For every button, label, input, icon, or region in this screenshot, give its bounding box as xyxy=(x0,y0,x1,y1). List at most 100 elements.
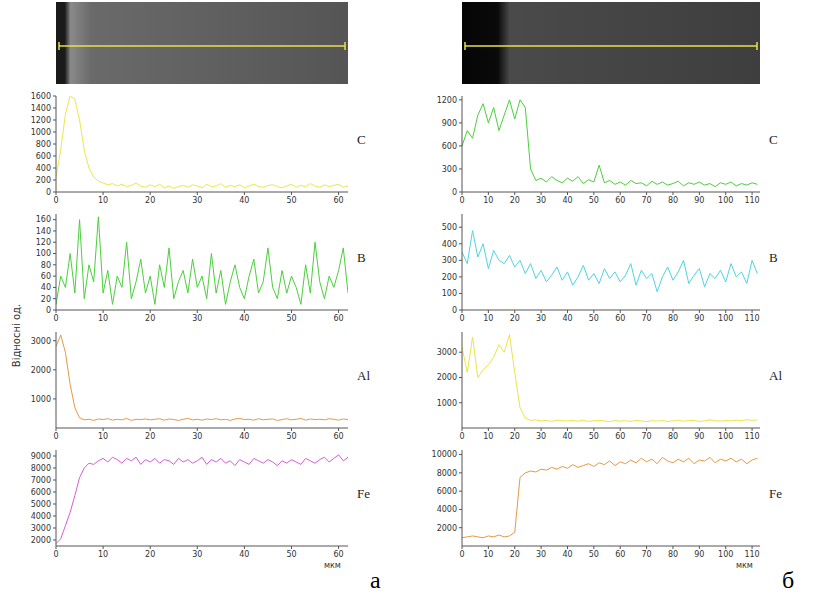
svg-text:0: 0 xyxy=(53,314,58,323)
svg-text:1000: 1000 xyxy=(437,399,457,408)
svg-text:50: 50 xyxy=(589,314,599,323)
svg-text:20: 20 xyxy=(510,196,520,205)
svg-text:10: 10 xyxy=(483,314,493,323)
svg-text:60: 60 xyxy=(333,550,343,559)
svg-text:500: 500 xyxy=(442,223,457,232)
svg-text:70: 70 xyxy=(642,314,652,323)
svg-text:8000: 8000 xyxy=(437,469,457,478)
svg-text:1200: 1200 xyxy=(31,116,51,125)
svg-text:50: 50 xyxy=(589,550,599,559)
svg-text:110: 110 xyxy=(744,196,759,205)
svg-text:80: 80 xyxy=(668,196,678,205)
svg-text:0: 0 xyxy=(459,550,464,559)
svg-text:4000: 4000 xyxy=(437,505,457,514)
svg-text:2000: 2000 xyxy=(437,373,457,382)
svg-text:20: 20 xyxy=(510,550,520,559)
svg-text:50: 50 xyxy=(286,550,296,559)
svg-text:20: 20 xyxy=(510,432,520,441)
svg-text:60: 60 xyxy=(333,196,343,205)
svg-text:1600: 1600 xyxy=(31,92,51,101)
svg-text:70: 70 xyxy=(642,550,652,559)
svg-text:100: 100 xyxy=(718,196,733,205)
svg-text:8000: 8000 xyxy=(31,464,51,473)
svg-text:60: 60 xyxy=(615,550,625,559)
svg-text:100: 100 xyxy=(718,550,733,559)
svg-text:3000: 3000 xyxy=(31,524,51,533)
svg-text:20: 20 xyxy=(41,295,51,304)
svg-text:10000: 10000 xyxy=(432,450,457,459)
svg-text:40: 40 xyxy=(41,283,51,292)
svg-text:100: 100 xyxy=(718,432,733,441)
svg-text:10: 10 xyxy=(98,432,108,441)
svg-text:100: 100 xyxy=(36,249,51,258)
svg-text:70: 70 xyxy=(642,432,652,441)
svg-text:60: 60 xyxy=(41,272,51,281)
svg-text:40: 40 xyxy=(239,196,249,205)
svg-text:40: 40 xyxy=(239,550,249,559)
svg-text:110: 110 xyxy=(744,314,759,323)
svg-text:90: 90 xyxy=(694,314,704,323)
svg-text:20: 20 xyxy=(145,314,155,323)
svg-text:1000: 1000 xyxy=(31,128,51,137)
svg-text:1000: 1000 xyxy=(31,395,51,404)
svg-text:60: 60 xyxy=(333,432,343,441)
svg-text:100: 100 xyxy=(442,289,457,298)
svg-text:10: 10 xyxy=(98,196,108,205)
svg-text:110: 110 xyxy=(744,550,759,559)
svg-text:0: 0 xyxy=(459,432,464,441)
svg-text:0: 0 xyxy=(459,196,464,205)
svg-text:120: 120 xyxy=(36,238,51,247)
svg-text:0: 0 xyxy=(53,432,58,441)
svg-text:300: 300 xyxy=(442,256,457,265)
svg-text:30: 30 xyxy=(192,550,202,559)
svg-text:10: 10 xyxy=(98,550,108,559)
svg-text:400: 400 xyxy=(442,240,457,249)
svg-text:30: 30 xyxy=(536,196,546,205)
svg-text:40: 40 xyxy=(562,432,572,441)
svg-text:30: 30 xyxy=(192,196,202,205)
svg-text:2000: 2000 xyxy=(437,524,457,533)
svg-text:40: 40 xyxy=(562,196,572,205)
svg-text:4000: 4000 xyxy=(31,512,51,521)
svg-text:600: 600 xyxy=(442,142,457,151)
svg-text:900: 900 xyxy=(442,119,457,128)
svg-text:160: 160 xyxy=(36,215,51,224)
svg-text:3000: 3000 xyxy=(31,337,51,346)
svg-text:90: 90 xyxy=(694,550,704,559)
svg-text:60: 60 xyxy=(615,432,625,441)
svg-text:20: 20 xyxy=(145,196,155,205)
svg-text:600: 600 xyxy=(36,152,51,161)
svg-text:40: 40 xyxy=(239,432,249,441)
svg-text:30: 30 xyxy=(536,550,546,559)
svg-text:200: 200 xyxy=(36,176,51,185)
svg-text:1400: 1400 xyxy=(31,104,51,113)
svg-text:3000: 3000 xyxy=(437,348,457,357)
svg-text:10: 10 xyxy=(483,432,493,441)
svg-text:80: 80 xyxy=(668,432,678,441)
svg-text:50: 50 xyxy=(286,432,296,441)
svg-text:0: 0 xyxy=(452,306,457,315)
svg-text:140: 140 xyxy=(36,227,51,236)
svg-text:0: 0 xyxy=(46,188,51,197)
svg-text:5000: 5000 xyxy=(31,500,51,509)
svg-text:2000: 2000 xyxy=(31,366,51,375)
svg-text:30: 30 xyxy=(192,432,202,441)
svg-text:300: 300 xyxy=(442,165,457,174)
svg-text:0: 0 xyxy=(53,550,58,559)
svg-text:40: 40 xyxy=(562,550,572,559)
svg-text:50: 50 xyxy=(286,196,296,205)
svg-text:1200: 1200 xyxy=(437,96,457,105)
svg-text:10: 10 xyxy=(483,196,493,205)
svg-text:10: 10 xyxy=(98,314,108,323)
svg-text:30: 30 xyxy=(192,314,202,323)
svg-text:30: 30 xyxy=(536,314,546,323)
svg-text:100: 100 xyxy=(718,314,733,323)
svg-text:6000: 6000 xyxy=(437,487,457,496)
svg-text:2000: 2000 xyxy=(31,536,51,545)
svg-text:0: 0 xyxy=(53,196,58,205)
svg-text:800: 800 xyxy=(36,140,51,149)
svg-text:50: 50 xyxy=(589,432,599,441)
svg-text:50: 50 xyxy=(286,314,296,323)
svg-text:70: 70 xyxy=(642,196,652,205)
svg-text:90: 90 xyxy=(694,432,704,441)
